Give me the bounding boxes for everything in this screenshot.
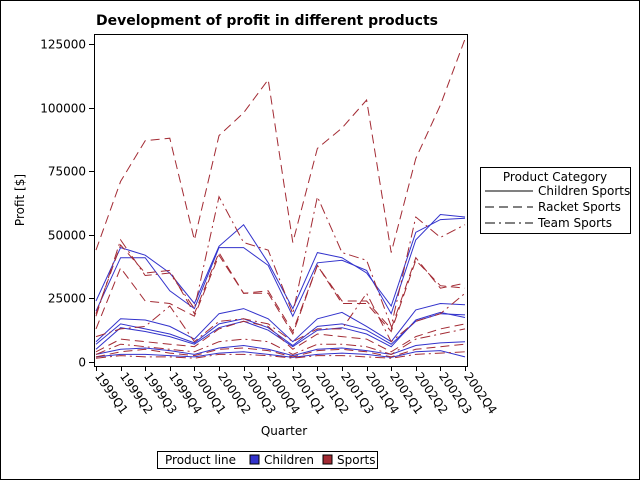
legend-category-label-1: Racket Sports — [538, 200, 621, 214]
legend-line-swatch-1 — [322, 454, 333, 465]
series-line-10 — [95, 254, 466, 336]
x-axis: 1999Q11999Q21999Q31999Q42000Q12000Q22000… — [92, 366, 500, 417]
y-tick-label-3: 75000 — [48, 165, 86, 179]
series-line-15 — [95, 351, 466, 359]
legend-category-label-2: Team Sports — [537, 216, 612, 230]
legend-line-swatch-0 — [249, 454, 260, 465]
series-line-11 — [95, 292, 466, 343]
series-line-1 — [95, 213, 466, 318]
x-axis-label: Quarter — [261, 424, 307, 438]
y-axis-label: Profit [$] — [13, 174, 27, 226]
legend-line-title: Product line — [165, 453, 236, 467]
y-axis: 0 25000 50000 75000 100000 125000 — [40, 38, 94, 370]
series-line-5 — [95, 341, 466, 357]
series-line-13 — [95, 328, 466, 355]
y-tick-label-1: 25000 — [48, 292, 86, 306]
legend-line-label-1: Sports — [337, 453, 375, 467]
series-line-8 — [95, 195, 466, 329]
series-layer — [95, 38, 466, 359]
legend-category-label-0: Children Sports — [538, 184, 630, 198]
series-line-2 — [95, 302, 466, 343]
legend-line-label-0: Children — [264, 453, 314, 467]
legend-category-title: Product Category — [503, 170, 607, 184]
series-line-12 — [95, 320, 466, 353]
y-tick-label-2: 50000 — [48, 229, 86, 243]
series-line-7 — [95, 38, 466, 253]
plot-area — [94, 34, 468, 367]
legend-product-category: Product Category Children Sports Racket S… — [480, 167, 631, 234]
y-tick-label-0: 0 — [78, 356, 86, 370]
series-line-14 — [95, 343, 466, 358]
series-line-0 — [95, 217, 466, 310]
y-tick-label-4: 100000 — [40, 102, 86, 116]
series-line-6 — [95, 350, 466, 358]
y-tick-label-5: 125000 — [40, 38, 86, 52]
legend-product-line: Product line Children Sports — [157, 451, 378, 469]
chart-title: Development of profit in different produ… — [96, 13, 438, 29]
